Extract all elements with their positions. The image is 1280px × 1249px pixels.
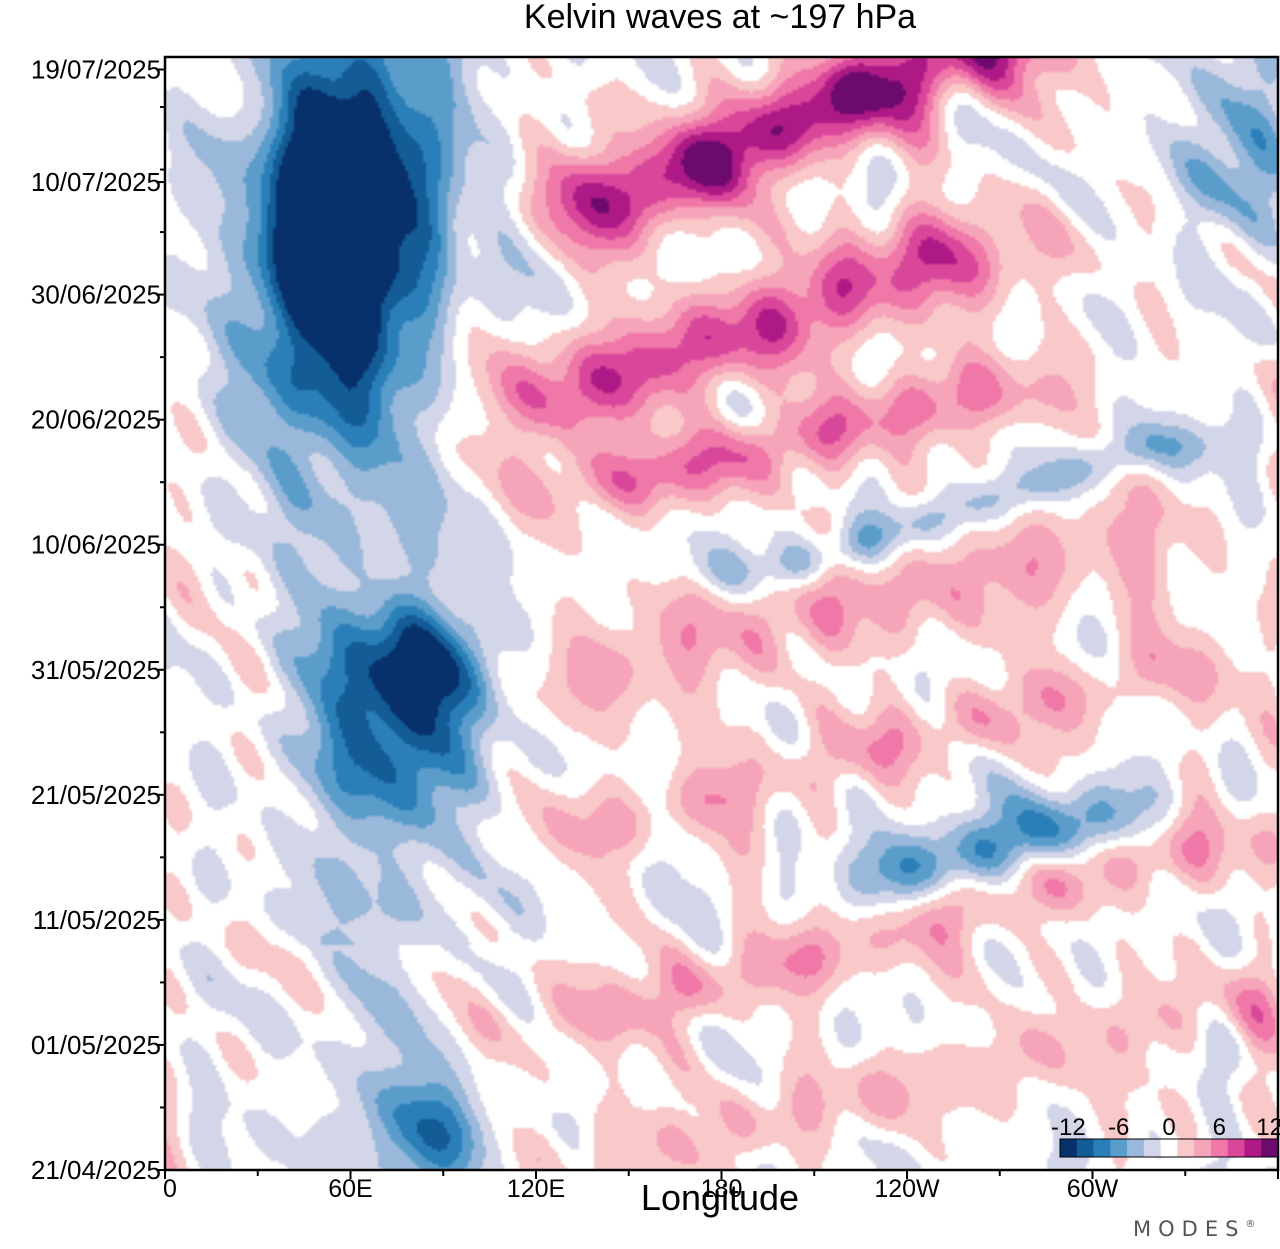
colorbar-swatch: [1194, 1139, 1212, 1157]
colorbar: -12 -6 0 6 12: [1051, 1114, 1280, 1158]
x-tick-label: 60E: [328, 1175, 372, 1203]
colorbar-label: -12: [1051, 1114, 1086, 1141]
colorbar-swatch: [1060, 1139, 1078, 1157]
x-tick-label: 0: [163, 1175, 177, 1203]
y-tick-label: 21/04/2025: [31, 1155, 161, 1185]
colorbar-swatch: [1261, 1139, 1279, 1157]
y-tick-label: 11/05/2025: [33, 905, 161, 935]
x-tick-label: 120W: [874, 1175, 940, 1203]
modes-logo: MODES®: [1133, 1217, 1262, 1241]
x-tick-label: 60W: [1067, 1175, 1119, 1203]
colorbar-swatch: [1127, 1139, 1145, 1157]
colorbar-swatch: [1177, 1139, 1195, 1157]
y-tick-label: 10/07/2025: [31, 167, 161, 197]
modes-logo-text: MODES: [1133, 1217, 1245, 1241]
modes-logo-mark: ®: [1245, 1219, 1262, 1230]
x-axis-label: Longitude: [641, 1177, 799, 1218]
y-tick-label: 19/07/2025: [31, 55, 161, 85]
y-tick-label: 31/05/2025: [31, 655, 161, 685]
contour-field: [165, 57, 1278, 1170]
y-tick-label: 20/06/2025: [31, 405, 161, 435]
x-tick-label: 180: [701, 1175, 743, 1203]
y-tick-label: 21/05/2025: [31, 780, 161, 810]
y-tick-label: 01/05/2025: [31, 1030, 161, 1060]
colorbar-swatch: [1160, 1139, 1178, 1157]
colorbar-swatch: [1210, 1139, 1228, 1157]
colorbar-label: -6: [1108, 1114, 1129, 1141]
y-tick-label: 10/06/2025: [31, 530, 161, 560]
x-tick-label: 120E: [507, 1175, 565, 1203]
colorbar-label: 6: [1213, 1114, 1226, 1141]
colorbar-swatch: [1076, 1139, 1094, 1157]
colorbar-label: 0: [1162, 1114, 1175, 1141]
y-tick-label: 30/06/2025: [31, 280, 161, 310]
x-axis-ticks: 0 60E 120E 180 120W 60W: [163, 1170, 1279, 1203]
colorbar-label: 12: [1256, 1114, 1280, 1141]
chart-title: Kelvin waves at ~197 hPa: [524, 0, 916, 36]
colorbar-swatch: [1093, 1139, 1111, 1157]
colorbar-frame: [1059, 1138, 1279, 1158]
y-axis-ticks: 21/04/2025 01/05/2025 11/05/2025 21/05/2025…: [31, 55, 165, 1185]
colorbar-swatch: [1244, 1139, 1262, 1157]
colorbar-swatch: [1110, 1139, 1128, 1157]
colorbar-swatch: [1143, 1139, 1161, 1157]
colorbar-swatch: [1227, 1139, 1245, 1157]
